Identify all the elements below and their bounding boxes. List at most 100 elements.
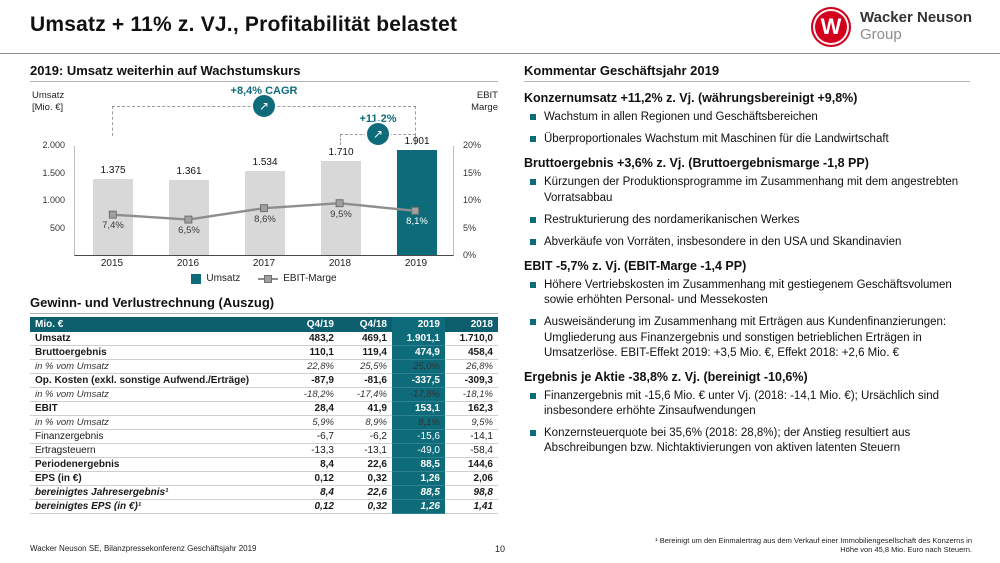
cell: 0,32: [339, 499, 392, 514]
bullet-text: Abverkäufe von Vorräten, insbesondere in…: [544, 235, 902, 248]
cell: 8,4: [286, 485, 339, 500]
bullet-item: Konzernsteuerquote bei 35,6% (2018: 28,8…: [530, 426, 970, 456]
bar-value-label: 1.375: [100, 165, 126, 177]
cell: 119,4: [339, 345, 392, 360]
row-label: Periodenergebnis: [30, 457, 286, 472]
umsatz-bar: [397, 150, 437, 255]
bar-value-label: 1.710: [328, 146, 354, 158]
bar-value-label: 1.361: [176, 166, 202, 178]
bullet-text: Restrukturierung des nordamerikanischen …: [544, 213, 800, 226]
cell: 483,2: [286, 332, 339, 346]
chart-yticks-right: 20% 15% 10% 5% 0%: [458, 140, 498, 260]
bullet-item: Ausweisänderung im Zusammenhang mit Ertr…: [530, 315, 970, 361]
category-label: 2015: [100, 258, 124, 269]
growth-label: +11,2%: [359, 113, 397, 125]
table-row: EPS (in €) 0,12 0,32 1,26 2,06: [30, 471, 498, 486]
table-row: Umsatz 483,2 469,1 1.901,1 1.710,0: [30, 332, 498, 346]
growth-label: +8,4% CAGR: [230, 85, 298, 97]
y-tick-label-right: 10%: [463, 195, 482, 205]
table-row: in % vom Umsatz -18,2% -17,4% -17,8% -18,1%: [30, 387, 498, 402]
pnl-table-head-row: Mio. € Q4/19 Q4/18 2019 2018: [30, 317, 498, 332]
bullet-text: Ausweisänderung im Zusammenhang mit Ertr…: [544, 316, 947, 359]
table-row: in % vom Umsatz 22,8% 25,5% 25,0% 26,8%: [30, 359, 498, 374]
cell: 458,4: [445, 345, 498, 360]
bullet-square-icon: [530, 282, 536, 289]
row-label: bereinigtes EPS (in €)¹: [30, 499, 286, 514]
right-column: Kommentar Geschäftsjahr 2019 Konzernumsa…: [524, 54, 970, 533]
chart-categories: 2015 2016 2017 2018 2019: [74, 258, 454, 270]
cell: 98,8: [445, 485, 498, 500]
cell: 22,6: [339, 457, 392, 472]
cell: -13,3: [286, 443, 339, 458]
table-row: Ertragsteuern -13,3 -13,1 -49,0 -58,4: [30, 443, 498, 458]
bullet-square-icon: [530, 392, 536, 399]
column-header: Q4/18: [339, 317, 392, 332]
bullet-text: Finanzergebnis mit -15,6 Mio. € unter Vj…: [544, 389, 940, 418]
comment-blocks: Konzernumsatz +11,2% z. Vj. (währungsber…: [524, 91, 970, 457]
comment-title: Konzernumsatz +11,2% z. Vj. (währungsber…: [524, 91, 858, 105]
cell: 8,1%: [392, 415, 445, 430]
legend-label-ebit-marge: EBIT-Marge: [283, 273, 337, 284]
chart-plot: 1.375 1.361 1.534 1.710 1.901 7,4% 6,5% 8,6% 9,5…: [74, 136, 454, 256]
y-tick-label-left: 2.000: [42, 140, 65, 150]
cell: -309,3: [445, 373, 498, 388]
row-label: Op. Kosten (exkl. sonstige Aufwend./Ertr…: [30, 373, 286, 388]
cell: 0,32: [339, 471, 392, 486]
cell: 469,1: [339, 332, 392, 346]
y-tick-label-right: 15%: [463, 167, 482, 178]
row-label: bereinigtes Jahresergebnis¹: [30, 485, 286, 500]
bullet-item: Kürzungen der Produktionsprogramme im Zu…: [530, 175, 970, 205]
legend-item-ebit-marge: EBIT-Marge: [258, 273, 337, 284]
table-row: bereinigtes EPS (in €)¹ 0,12 0,32 1,26 1,41: [30, 499, 498, 514]
table-row: Finanzergebnis -6,7 -6,2 -15,6 -14,1: [30, 429, 498, 444]
comment-title: Ergebnis je Aktie -38,8% z. Vj. (bereini…: [524, 369, 808, 384]
category-label: 2017: [252, 258, 276, 269]
revenue-ebit-chart: Umsatz [Mio. €] EBIT Marge ↗ +8,4% CAGR ↗ +…: [30, 84, 498, 286]
chart-section-heading: 2019: Umsatz weiterhin auf Wachstumskurs: [30, 54, 498, 82]
cell: -6,7: [286, 429, 339, 444]
cell: 41,9: [339, 401, 392, 416]
bullet-list: Höhere Vertriebskosten im Zusammenhang m…: [524, 278, 970, 361]
row-label: Finanzergebnis: [30, 429, 286, 444]
cell: -87,9: [286, 373, 339, 388]
comment-title: Bruttoergebnis +3,6% z. Vj. (Bruttoergeb…: [524, 156, 869, 171]
row-label: Umsatz: [30, 332, 286, 346]
ebit-marge-line-marker-icon: [258, 274, 279, 283]
ebit-marge-value-label: 6,5%: [178, 225, 200, 237]
wacker-neuson-logo-icon: W: [811, 7, 852, 47]
chart-yticks-left: 2.000 1.500 1.000 500: [30, 140, 70, 256]
bar-value-label: 1.534: [252, 156, 278, 168]
cell: 25,0%: [392, 359, 445, 374]
source-note: Wacker Neuson SE, Bilanzpressekonferenz …: [30, 544, 257, 553]
cell: -15,6: [392, 429, 445, 444]
comment-block: Ergebnis je Aktie -38,8% z. Vj. (bereini…: [524, 370, 970, 457]
bullet-list: Finanzergebnis mit -15,6 Mio. € unter Vj…: [524, 389, 970, 457]
row-label: in % vom Umsatz: [30, 359, 286, 374]
cell: 153,1: [392, 401, 445, 416]
cell: -49,0: [392, 443, 445, 458]
ebit-marge-value-label: 8,6%: [254, 213, 276, 225]
right-axis-title-line1: EBIT: [476, 90, 498, 101]
row-label: EPS (in €): [30, 471, 286, 486]
table-row: Periodenergebnis 8,4 22,6 88,5 144,6: [30, 457, 498, 472]
cell: 1,26: [392, 499, 445, 514]
logo-brand-sub: Group: [860, 26, 902, 43]
left-axis-title-line1: Umsatz: [32, 90, 65, 101]
bullet-square-icon: [530, 430, 536, 437]
cell: 26,8%: [445, 359, 498, 374]
bullet-item: Wachstum in allen Regionen und Geschäfts…: [530, 110, 970, 125]
chart-legend: Umsatz EBIT-Marge: [30, 273, 498, 284]
bullet-text: Konzernsteuerquote bei 35,6% (2018: 28,8…: [544, 427, 911, 455]
chart-annotations: ↗ +8,4% CAGR ↗ +11,2%: [74, 84, 454, 146]
slide-header: Umsatz + 11% z. VJ., Profitabilität bela…: [0, 0, 1000, 54]
bar-value-label: 1.901: [404, 136, 430, 148]
bullet-item: Restrukturierung des nordamerikanischen …: [530, 213, 970, 228]
right-axis-title-line2: Marge: [471, 102, 498, 114]
bullet-square-icon: [530, 238, 536, 245]
y-tick-label-left: 1.000: [42, 195, 65, 205]
cell: -337,5: [392, 373, 445, 388]
cell: 28,4: [286, 401, 339, 416]
bullet-item: Finanzergebnis mit -15,6 Mio. € unter Vj…: [530, 389, 970, 419]
cell: -58,4: [445, 443, 498, 458]
cell: -17,4%: [339, 387, 392, 402]
